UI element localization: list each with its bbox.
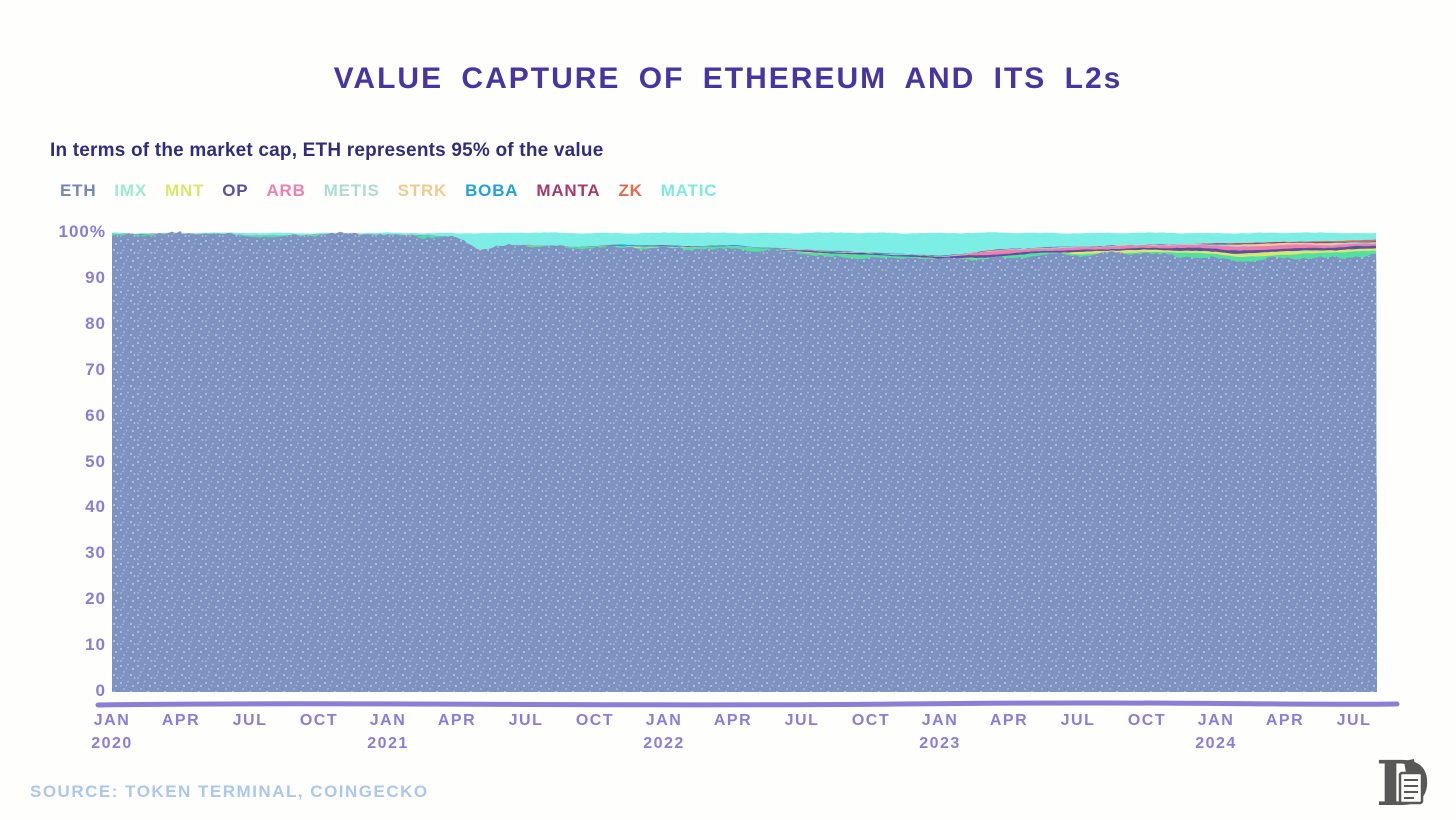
y-tick-60: 60	[85, 405, 106, 425]
legend-item-matic: MATIC	[660, 181, 718, 200]
x-tick-jan-2022: JAN	[645, 712, 683, 729]
y-tick-0: 0	[95, 681, 106, 700]
legend-item-metis: METIS	[323, 181, 380, 200]
chart-subtitle: In terms of the market cap, ETH represen…	[50, 140, 604, 161]
legend-item-manta: MANTA	[536, 181, 601, 200]
y-tick-40: 40	[85, 497, 106, 517]
x-tick-oct: OCT	[575, 712, 615, 729]
legend-item-strk: STRK	[397, 181, 448, 200]
legend-item-zk: ZK	[618, 181, 643, 200]
x-tick-year-2024: 2024	[1195, 735, 1237, 752]
x-tick-apr: APR	[437, 712, 477, 729]
x-tick-year-2021: 2021	[367, 735, 409, 752]
x-tick-jan-2021: JAN	[369, 712, 407, 729]
x-tick-jan-2024: JAN	[1197, 712, 1235, 729]
legend-item-imx: IMX	[114, 181, 148, 200]
y-tick-80: 80	[85, 313, 106, 333]
x-tick-year-2020: 2020	[91, 735, 133, 752]
x-tick-jul: JUL	[508, 712, 544, 729]
y-tick-10: 10	[85, 635, 106, 655]
legend-item-boba: BOBA	[465, 181, 519, 200]
y-tick-100: 100%	[58, 222, 106, 241]
x-tick-jan-2020: JAN	[93, 712, 131, 729]
x-tick-jul: JUL	[1060, 712, 1096, 729]
x-tick-jan-2023: JAN	[921, 712, 959, 729]
x-tick-oct: OCT	[1127, 712, 1167, 729]
x-tick-apr: APR	[713, 712, 753, 729]
y-tick-70: 70	[85, 359, 106, 379]
brand-logo: D	[1374, 747, 1440, 820]
x-tick-oct: OCT	[299, 712, 339, 729]
x-tick-oct: OCT	[851, 712, 891, 729]
y-tick-30: 30	[85, 543, 106, 563]
x-tick-apr: APR	[161, 712, 201, 729]
x-tick-jul: JUL	[232, 712, 268, 729]
x-tick-jul: JUL	[1336, 712, 1372, 729]
source-credit: SOURCE: TOKEN TERMINAL, COINGECKO	[30, 782, 429, 801]
x-tick-year-2023: 2023	[919, 735, 961, 752]
legend-item-op: OP	[222, 181, 249, 200]
legend-item-arb: ARB	[266, 181, 306, 200]
x-tick-jul: JUL	[784, 712, 820, 729]
degen-d-logo: D	[1376, 747, 1430, 820]
x-tick-apr: APR	[989, 712, 1029, 729]
legend-item-mnt: MNT	[165, 181, 205, 200]
legend-item-eth: ETH	[60, 181, 97, 200]
x-tick-year-2022: 2022	[643, 735, 685, 752]
page-title: VALUE CAPTURE OF ETHEREUM AND ITS L2s	[333, 62, 1123, 95]
y-tick-20: 20	[85, 589, 106, 609]
x-tick-apr: APR	[1265, 712, 1305, 729]
y-tick-50: 50	[85, 451, 106, 471]
y-tick-90: 90	[85, 267, 106, 287]
chart-legend: ETH IMX MNT OP ARB METIS STRK BOBA MANTA ZK MATIC	[60, 181, 717, 201]
